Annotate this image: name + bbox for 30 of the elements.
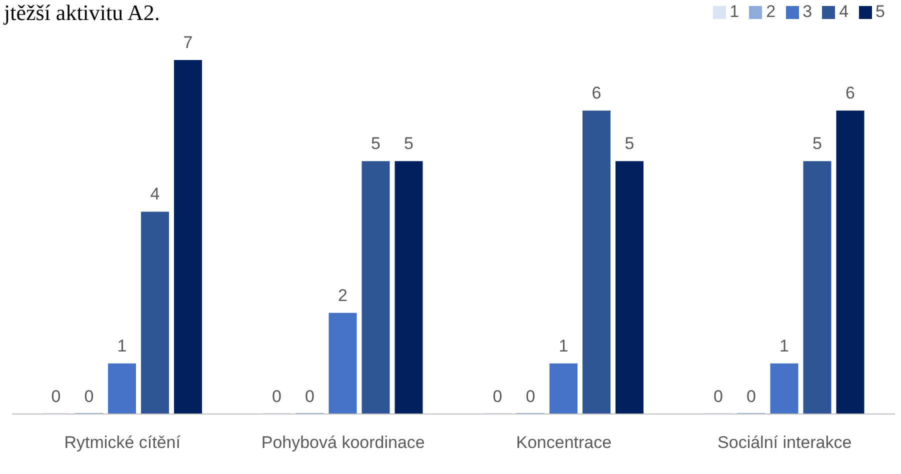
- data-label: 0: [272, 387, 282, 406]
- data-label: 1: [780, 336, 789, 356]
- data-label: 1: [117, 336, 127, 356]
- data-label: 4: [150, 184, 160, 204]
- data-label: 5: [371, 134, 380, 154]
- data-label: 5: [404, 134, 414, 154]
- data-label: 6: [592, 84, 602, 103]
- data-label: 0: [84, 387, 94, 406]
- data-label: 0: [526, 387, 536, 406]
- data-label: 5: [812, 134, 822, 154]
- data-label: 6: [846, 84, 855, 103]
- x-tick-label: Pohybová koordinace: [261, 433, 425, 452]
- data-label: 0: [51, 387, 61, 406]
- data-label: 0: [746, 387, 756, 406]
- data-label: 1: [558, 336, 568, 356]
- data-label: 5: [624, 134, 634, 154]
- data-label: 7: [183, 33, 193, 52]
- legend-label: 3: [802, 2, 812, 21]
- data-label: 0: [305, 387, 314, 406]
- x-tick-label: Koncentrace: [516, 433, 612, 452]
- data-label: 0: [714, 387, 723, 406]
- legend-label: 5: [876, 2, 885, 21]
- data-label: 0: [492, 387, 502, 406]
- chart-title: jtěžší aktivitu A2.: [4, 0, 160, 26]
- legend-label: 4: [839, 2, 849, 21]
- legend-label: 1: [730, 2, 740, 21]
- data-label: 2: [338, 286, 348, 305]
- x-tick-label: Rytmické cítění: [64, 433, 181, 452]
- x-tick-label: Sociální interakce: [718, 433, 852, 452]
- legend-label: 2: [766, 2, 776, 21]
